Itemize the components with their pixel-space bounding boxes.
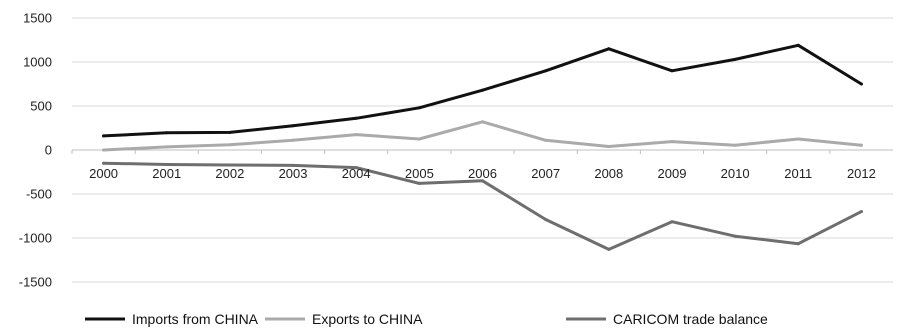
series-lines (102, 43, 863, 251)
data-point (354, 166, 358, 170)
y-axis-tick-labels: 1500 1000 500 0 -500 -1000 -1500 (19, 11, 52, 290)
y-tick-label: -1000 (19, 231, 52, 246)
data-point (165, 163, 169, 166)
y-tick-label: 1500 (23, 11, 52, 26)
data-point (607, 145, 611, 148)
x-tick-label: 2001 (152, 166, 181, 181)
y-tick-label: 1000 (23, 55, 52, 70)
data-point (733, 57, 737, 61)
data-point (796, 43, 800, 47)
data-point (417, 137, 421, 141)
data-point (544, 138, 548, 142)
data-point (291, 124, 295, 128)
x-tick-label: 2000 (89, 166, 118, 181)
x-tick-label: 2011 (784, 166, 812, 181)
data-point (733, 234, 737, 238)
data-point (859, 143, 863, 147)
series-line-1 (102, 120, 863, 152)
data-point (228, 163, 232, 167)
x-tick-label: 2002 (215, 166, 244, 181)
x-tick-label: 2004 (342, 166, 371, 181)
data-point (291, 138, 295, 142)
legend: Imports from CHINA Exports to CHINA CARICO… (85, 311, 768, 327)
data-point (228, 143, 232, 147)
data-point (796, 242, 800, 246)
data-point (670, 140, 674, 144)
data-point (481, 179, 484, 183)
x-tick-label: 2009 (658, 166, 687, 181)
data-point (102, 161, 106, 165)
data-point (291, 163, 295, 167)
data-point (165, 131, 169, 135)
legend-label: Imports from CHINA (132, 311, 259, 327)
data-point (102, 134, 106, 138)
gridlines (72, 17, 893, 283)
data-point (481, 88, 484, 92)
x-axis (71, 149, 893, 154)
data-point (796, 137, 800, 141)
data-point (228, 130, 232, 134)
y-tick-label: 0 (45, 143, 52, 158)
y-tick-label: -500 (26, 187, 52, 202)
x-tick-label: 2007 (531, 166, 560, 181)
legend-label: Exports to CHINA (312, 311, 423, 327)
data-point (102, 148, 106, 152)
data-point (417, 106, 421, 110)
data-point (607, 47, 611, 51)
data-point (481, 120, 484, 124)
x-tick-label: 2008 (594, 166, 623, 181)
x-axis-tick-labels: 2000 2001 2002 2003 2004 2005 2006 2007 2008 2009… (89, 166, 876, 181)
data-point (544, 218, 548, 221)
data-point (607, 247, 611, 251)
x-tick-label: 2003 (279, 166, 308, 181)
data-point (859, 210, 863, 214)
data-point (733, 143, 737, 147)
data-point (670, 69, 674, 73)
data-point (544, 69, 548, 73)
data-point (354, 133, 358, 137)
data-point (417, 181, 421, 185)
data-point (165, 145, 169, 149)
data-point (354, 116, 358, 120)
x-tick-label: 2010 (721, 166, 750, 181)
x-tick-label: 2012 (847, 166, 876, 181)
legend-label: CARICOM trade balance (613, 311, 768, 327)
data-point (670, 220, 674, 224)
x-tick-label: 2005 (405, 166, 434, 181)
data-point (859, 82, 863, 86)
x-tick-label: 2006 (468, 166, 497, 181)
y-tick-label: -1500 (19, 275, 52, 290)
y-tick-label: 500 (30, 99, 52, 114)
